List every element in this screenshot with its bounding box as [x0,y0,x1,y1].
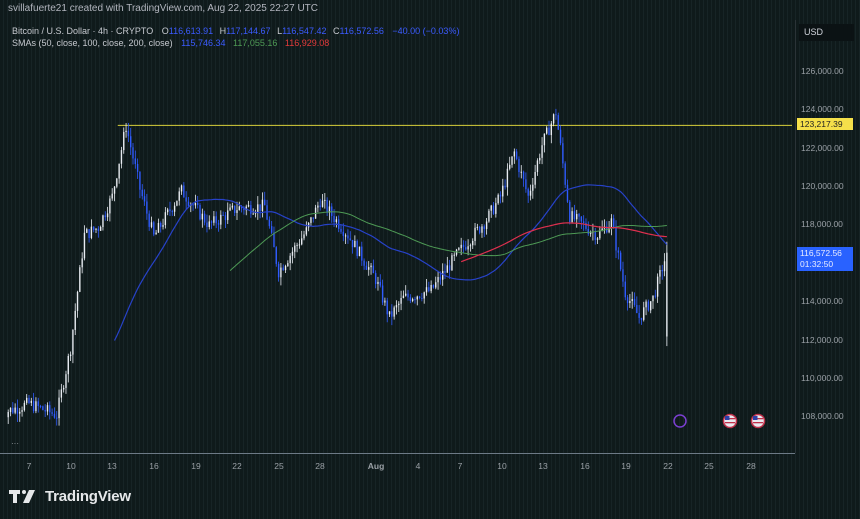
price-tick: 122,000.00 [801,143,844,153]
chart-legend: Bitcoin / U.S. Dollar · 4h · CRYPTO O116… [12,25,459,49]
chart-pane[interactable]: ··· [7,20,792,453]
time-tick: 10 [497,461,507,471]
time-tick: 22 [663,461,673,471]
last-price-value: 116,572.56 [800,248,842,258]
price-tick: 120,000.00 [801,181,844,191]
price-tick: 118,000.00 [801,219,843,229]
tradingview-wordmark: TradingView [45,488,131,505]
price-tick: 112,000.00 [801,335,843,345]
time-tick: 25 [704,461,714,471]
credit-text: svillafuerte21 created with TradingView.… [8,3,318,14]
time-tick: 22 [232,461,242,471]
tradingview-branding: TradingView [9,488,131,505]
close-value: 116,572.56 [339,26,384,36]
ohlc-legend-row[interactable]: Bitcoin / U.S. Dollar · 4h · CRYPTO O116… [12,26,460,36]
svg-text:···: ··· [11,439,19,448]
price-chart[interactable]: ··· [7,20,792,453]
price-tick: 124,000.00 [801,104,844,114]
time-tick: 19 [621,461,631,471]
time-tick: 10 [66,461,76,471]
time-tick: 28 [315,461,325,471]
open-value: 116,613.91 [168,26,214,36]
price-tick: 108,000.00 [801,411,844,421]
time-tick: 13 [107,461,117,471]
time-tick: 13 [538,461,548,471]
price-tick: 126,000.00 [801,66,844,76]
time-tick: 4 [415,461,421,471]
change-value: −40.00 (−0.03%) [392,26,460,36]
crypto-event-icon[interactable] [673,414,687,428]
sma50-value: 115,746.34 [181,38,226,48]
last-price-tag: 116,572.56 01:32:50 [797,247,853,271]
tradingview-logo-icon [9,490,35,503]
price-axis[interactable]: USD 126,000.00 124,000.00 123,217.39 122… [795,20,860,453]
low-value: 116,547.42 [282,26,327,36]
symbol-label[interactable]: Bitcoin / U.S. Dollar · 4h · CRYPTO [12,26,154,36]
sma-legend-row[interactable]: SMAs (50, close, 100, close, 200, close)… [12,37,459,49]
time-tick: 25 [274,461,284,471]
high-value: 117,144.67 [226,26,271,36]
price-tick: 114,000.00 [801,296,843,306]
sma200-value: 116,929.08 [284,38,330,48]
time-tick: 7 [26,461,32,471]
sma-label[interactable]: SMAs (50, close, 100, close, 200, close) [12,38,173,48]
time-tick: 16 [580,461,590,471]
time-tick: 7 [457,461,463,471]
hline-price-tag: 123,217.39 [797,118,853,130]
time-tick: 19 [191,461,201,471]
price-tick: 110,000.00 [801,373,843,383]
time-tick-month: Aug [367,461,385,471]
sma100-value: 117,055.16 [233,38,278,48]
time-tick: 28 [746,461,756,471]
bar-countdown: 01:32:50 [800,259,834,269]
time-tick: 16 [149,461,159,471]
currency-label[interactable]: USD [799,24,854,41]
time-axis[interactable]: 7 10 13 16 19 22 25 28 Aug 4 7 10 13 16 … [0,453,795,476]
